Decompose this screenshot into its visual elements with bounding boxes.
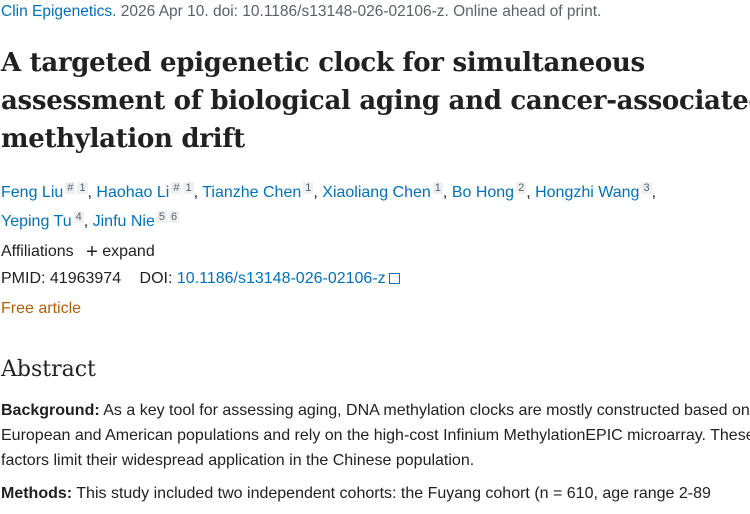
pmid-label: PMID: [1,270,46,287]
methods-text: This study included two independent coho… [72,485,711,502]
title-line: methylation drift [1,124,245,154]
affiliations-expand-button[interactable]: + expand [86,241,155,263]
affiliation-marker[interactable]: 1 [77,182,88,194]
author-link[interactable]: Tianzhe Chen [202,184,302,201]
free-article-badge: Free article [1,300,82,317]
doi-value: 10.1186/s13148-026-02106-z [176,270,386,287]
affiliations: Affiliations + expand [1,241,155,264]
abstract-heading: Abstract [1,357,96,382]
journal-link[interactable]: Clin Epigenetics. [1,3,117,20]
citation: Clin Epigenetics. 2026 Apr 10. doi: 10.1… [1,3,601,21]
affiliation-marker[interactable]: # [171,182,182,194]
title-line: A targeted epigenetic clock for simultan… [1,48,645,78]
doi-label: DOI: [139,270,173,287]
affiliation-marker[interactable]: 1 [432,182,443,194]
affiliation-marker[interactable]: 6 [168,211,180,223]
abstract-methods: Methods: This study included two indepen… [1,481,750,506]
methods-label: Methods: [1,485,73,502]
abstract-background: Background: As a key tool for assessing … [1,398,750,473]
doi-link[interactable]: 10.1186/s13148-026-02106-z [177,270,400,287]
author-link[interactable]: Xiaoliang Chen [322,184,431,201]
external-link-icon [388,273,400,284]
affiliation-marker[interactable]: 2 [516,182,527,194]
citation-details: 2026 Apr 10. doi: 10.1186/s13148-026-021… [116,3,602,20]
author-link[interactable]: Feng Liu [1,184,64,201]
author-link[interactable]: Haohao Li [96,184,170,201]
affiliation-marker[interactable]: 5 [156,211,167,223]
affiliation-marker[interactable]: 4 [73,211,84,223]
article-ids: PMID: 41963974 DOI: 10.1186/s13148-026-0… [1,270,400,288]
article-title: A targeted epigenetic clock for simultan… [1,44,750,158]
author-link[interactable]: Jinfu Nie [92,213,155,230]
author-link[interactable]: Yeping Tu [1,213,72,230]
expand-label: expand [102,243,155,260]
background-label: Background: [1,402,100,419]
affiliation-marker[interactable]: 3 [641,182,652,194]
author-list: Feng Liu #1, Haohao Li #1, Tianzhe Chen 1, … [1,182,657,230]
affiliation-marker[interactable]: 1 [183,182,194,194]
pmid-value: 41963974 [49,270,122,287]
plus-icon: + [86,241,98,263]
abstract-body: Background: As a key tool for assessing … [1,398,750,514]
author-link[interactable]: Bo Hong [451,184,515,201]
affiliation-marker[interactable]: # [65,182,76,194]
affiliations-label: Affiliations [1,243,74,260]
background-text: As a key tool for assessing aging, DNA m… [1,402,750,469]
affiliation-marker[interactable]: 1 [303,182,314,194]
title-line: assessment of biological aging and cance… [1,86,750,116]
author-link[interactable]: Hongzhi Wang [535,184,640,201]
